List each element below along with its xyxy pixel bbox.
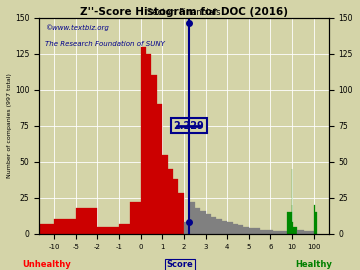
Bar: [173, 179, 179, 234]
Bar: [260, 230, 265, 234]
Bar: [216, 220, 222, 234]
Bar: [200, 211, 206, 234]
Bar: [146, 54, 152, 234]
Bar: [157, 104, 162, 234]
Bar: [233, 224, 238, 234]
Text: The Research Foundation of SUNY: The Research Foundation of SUNY: [45, 42, 165, 48]
Bar: [276, 231, 279, 234]
Text: Unhealthy: Unhealthy: [22, 260, 71, 269]
Bar: [179, 194, 184, 234]
Title: Z''-Score Histogram for DOC (2016): Z''-Score Histogram for DOC (2016): [80, 7, 288, 17]
Bar: [76, 208, 97, 234]
Bar: [195, 208, 200, 234]
Bar: [315, 212, 317, 234]
Bar: [206, 214, 211, 234]
Bar: [238, 225, 243, 234]
Bar: [184, 222, 189, 234]
Bar: [189, 202, 195, 234]
Y-axis label: Number of companies (997 total): Number of companies (997 total): [7, 73, 12, 178]
Bar: [130, 202, 141, 234]
Bar: [227, 222, 233, 234]
Text: 2.229: 2.229: [174, 121, 204, 131]
Bar: [249, 228, 254, 234]
Bar: [279, 231, 281, 234]
Bar: [141, 46, 146, 234]
Bar: [281, 231, 287, 234]
Bar: [152, 75, 157, 234]
Bar: [293, 227, 297, 234]
Bar: [0, 224, 54, 234]
Bar: [270, 230, 273, 234]
Bar: [314, 205, 315, 234]
Bar: [292, 222, 293, 234]
Bar: [297, 230, 304, 234]
Bar: [119, 224, 130, 234]
Bar: [168, 169, 173, 234]
Bar: [265, 230, 270, 234]
Bar: [304, 231, 314, 234]
Bar: [97, 227, 119, 234]
Text: Sector: Financials: Sector: Financials: [147, 8, 221, 17]
Text: Score: Score: [167, 260, 193, 269]
Bar: [273, 231, 276, 234]
Bar: [287, 212, 292, 234]
Bar: [54, 220, 76, 234]
Bar: [254, 228, 260, 234]
Bar: [222, 221, 227, 234]
Text: ©www.textbiz.org: ©www.textbiz.org: [45, 24, 109, 31]
Text: Healthy: Healthy: [295, 260, 332, 269]
Bar: [162, 155, 168, 234]
Bar: [243, 227, 249, 234]
Bar: [211, 217, 216, 234]
